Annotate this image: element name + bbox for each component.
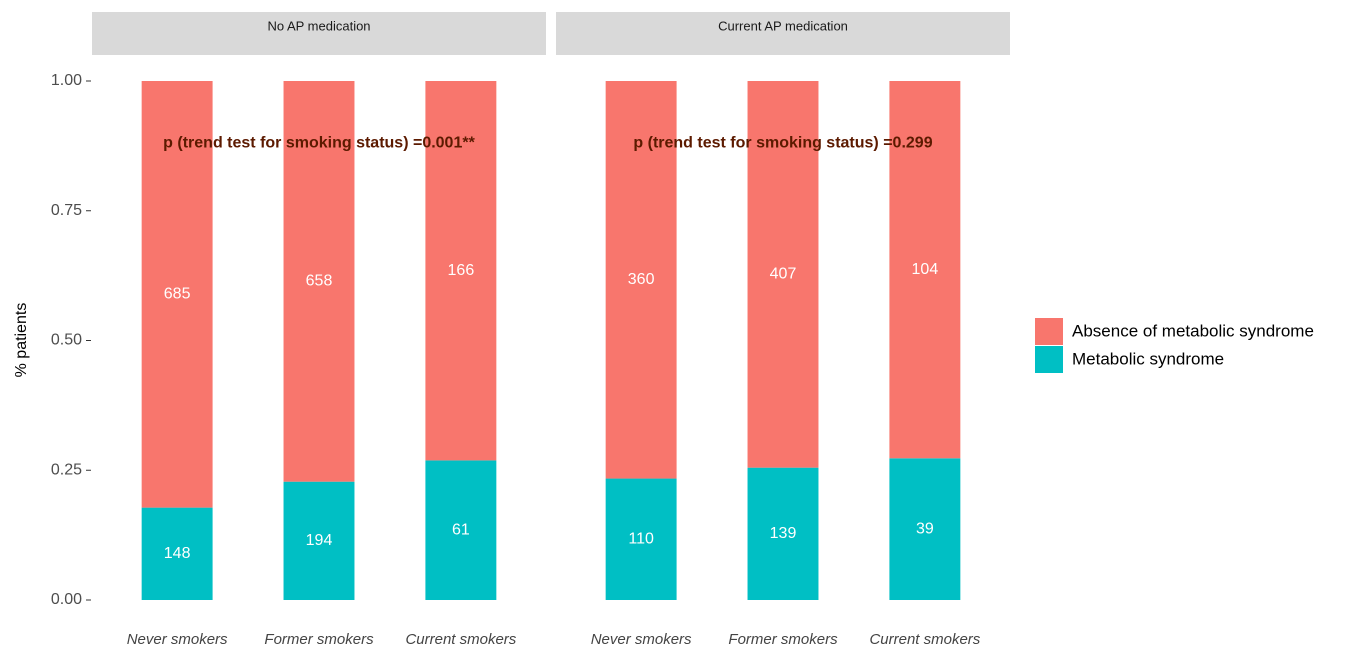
x-tick-label: Current smokers — [405, 631, 516, 648]
y-tick-label: 0.25 — [51, 461, 82, 478]
y-tick-label: 0.50 — [51, 332, 82, 349]
bar-segment — [747, 467, 819, 600]
legend-label: Metabolic syndrome — [1072, 349, 1224, 368]
facet-title: Current AP medication — [718, 18, 848, 33]
count-label: 360 — [628, 271, 655, 288]
bar-segment — [141, 81, 213, 508]
count-label: 658 — [306, 273, 333, 290]
legend-swatch — [1035, 346, 1063, 373]
count-label: 166 — [448, 262, 475, 279]
x-tick-label: Never smokers — [591, 631, 692, 648]
bar-segment — [283, 481, 355, 600]
facet-strip — [556, 12, 1010, 55]
count-label: 685 — [164, 286, 191, 303]
annotation: p (trend test for smoking status) =0.299 — [633, 134, 932, 151]
bar-segment — [425, 81, 497, 461]
count-label: 139 — [770, 525, 797, 542]
y-tick-label: 1.00 — [51, 72, 82, 89]
count-label: 110 — [628, 530, 654, 547]
bar-segment — [283, 81, 355, 482]
bar-segment — [889, 81, 961, 459]
bar-segment — [425, 460, 497, 600]
bar-segment — [605, 478, 677, 600]
bar-segment — [889, 458, 961, 600]
x-tick-label: Former smokers — [728, 631, 838, 648]
count-label: 39 — [916, 520, 934, 537]
count-label: 148 — [164, 545, 191, 562]
count-label: 194 — [306, 532, 333, 549]
facet-strip — [92, 12, 546, 55]
count-label: 61 — [452, 521, 470, 538]
facet-title: No AP medication — [267, 18, 370, 33]
bar-segment — [141, 507, 213, 600]
y-tick-label: 0.75 — [51, 202, 82, 219]
x-tick-label: Never smokers — [127, 631, 228, 648]
x-tick-label: Current smokers — [869, 631, 980, 648]
annotation: p (trend test for smoking status) =0.001… — [163, 134, 475, 151]
legend-label: Absence of metabolic syndrome — [1072, 321, 1314, 340]
count-label: 407 — [770, 266, 797, 283]
bar-segment — [605, 81, 677, 479]
x-tick-label: Former smokers — [264, 631, 374, 648]
legend-swatch — [1035, 318, 1063, 345]
y-axis-label: % patients — [13, 303, 30, 378]
count-label: 104 — [912, 261, 939, 278]
bar-segment — [747, 81, 819, 468]
y-tick-label: 0.00 — [51, 591, 82, 608]
